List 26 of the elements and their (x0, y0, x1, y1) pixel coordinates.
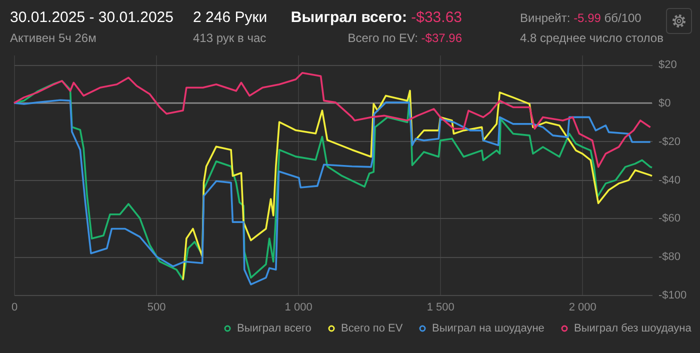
y-tick-label: $20 (658, 59, 677, 72)
chart-title: 30.01.2025 - 30.01.2025 (10, 8, 174, 28)
y-tick-label: -$20 (658, 136, 681, 148)
text: Выиграл всего: -$33.63 (290, 9, 462, 26)
y-tick-label: -$60 (658, 212, 681, 225)
legend-label: Выиграл без шоудауна (574, 322, 692, 334)
text: 2 246 Руки (193, 9, 268, 26)
text: 4.8 среднее число столов (520, 30, 664, 47)
y-tick-label: -$40 (658, 174, 681, 186)
legend-label: Выиграл всего (237, 322, 312, 334)
text: Винрейт: -5.99 бб/100 (520, 11, 642, 25)
line-series (13, 72, 652, 168)
chart-subtitle: Активен 5ч 26м (10, 30, 98, 47)
x-tick-label: 1 000 (284, 302, 312, 314)
x-tick-label: 2 000 (568, 302, 596, 314)
line-series (182, 90, 653, 281)
y-tick-label: $0 (658, 98, 671, 110)
x-tick-label: 500 (147, 302, 166, 314)
legend-label: Выиграл на шоудауне (432, 322, 544, 334)
y-tick-label: -$100 (658, 290, 687, 302)
text: 413 рук в час (193, 30, 268, 47)
y-tick-label: -$80 (658, 251, 681, 264)
legend-label: Всего по EV (341, 322, 404, 334)
text: Всего по EV: -$37.96 (348, 31, 462, 45)
x-tick-label: 1 500 (426, 302, 454, 314)
x-tick-label: 0 (11, 302, 18, 314)
